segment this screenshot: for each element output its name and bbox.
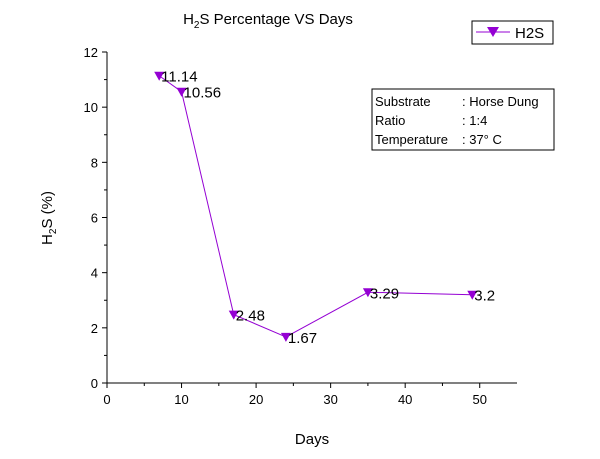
info-substrate-key: Substrate: [375, 94, 431, 109]
data-label: 1.67: [288, 330, 317, 347]
data-label: 11.14: [161, 69, 197, 86]
data-point-marker: [154, 71, 165, 81]
x-tick-label: 10: [174, 392, 188, 407]
x-tick-label: 20: [249, 392, 263, 407]
chart-title: H2S Percentage VS Days: [183, 11, 353, 31]
x-axis-label: Days: [295, 431, 329, 448]
legend-box: [471, 20, 554, 45]
data-point-marker: [467, 290, 478, 300]
x-tick-label: 40: [398, 392, 412, 407]
info-ratio-key: Ratio: [375, 113, 405, 128]
info-box-frame: [371, 88, 555, 151]
data-label: 3.29: [370, 285, 399, 302]
x-tick-label: 30: [323, 392, 337, 407]
y-tick-label: 4: [91, 266, 98, 281]
y-tick-label: 10: [84, 100, 98, 115]
info-ratio-value: : 1:4: [462, 113, 487, 128]
data-point-marker: [280, 332, 291, 342]
y-tick-label: 0: [91, 376, 98, 391]
x-tick-label: 50: [472, 392, 486, 407]
legend: H2S: [471, 20, 554, 45]
x-axis-ticks: 0 10 20 30 40 50: [103, 383, 487, 407]
y-tick-label: 6: [91, 211, 98, 226]
legend-label: H2S: [515, 25, 544, 42]
data-label: 10.56: [184, 85, 222, 102]
y-axis-ticks: 0 2 4 6 8 10 12: [84, 45, 107, 391]
data-point-marker: [228, 310, 239, 320]
legend-triangle-marker: [487, 27, 499, 37]
data-point-marker: [362, 288, 373, 298]
data-label: 3.2: [474, 288, 495, 305]
data-label: 2.48: [236, 308, 265, 325]
y-tick-label: 8: [91, 155, 98, 170]
x-tick-label: 0: [103, 392, 110, 407]
info-substrate-value: : Horse Dung: [462, 94, 539, 109]
info-box: Substrate : Horse Dung Ratio : 1:4 Tempe…: [371, 88, 555, 151]
y-axis-label: H2S (%): [39, 191, 59, 245]
y-tick-label: 12: [84, 45, 98, 60]
info-temperature-key: Temperature: [375, 132, 448, 147]
y-tick-label: 2: [91, 321, 98, 336]
data-point-marker: [176, 87, 187, 97]
info-temperature-value: : 37° C: [462, 132, 502, 147]
